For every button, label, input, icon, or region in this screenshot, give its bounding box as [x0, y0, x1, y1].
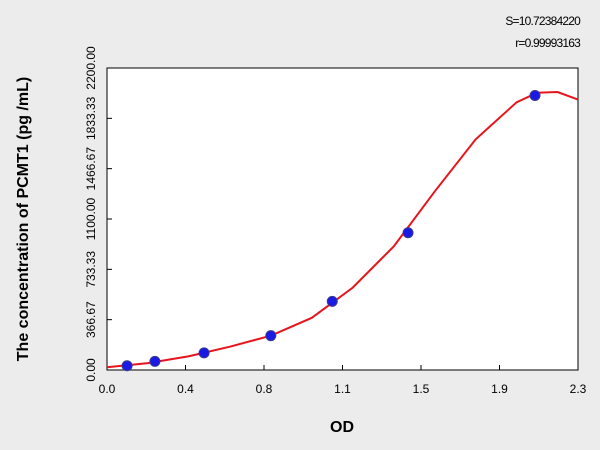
y-axis-title: The concentration of PCMT1 (pg /mL) [15, 77, 32, 361]
annotation: r=0.99993163 [515, 36, 581, 50]
data-point [402, 227, 414, 239]
data-point [326, 295, 338, 307]
x-tick-label: 0.8 [256, 382, 273, 396]
y-tick-label: 733.33 [84, 251, 98, 288]
y-tick-label: 2200.00 [84, 46, 98, 90]
y-tick-label: 0.00 [84, 358, 98, 382]
data-point [529, 89, 541, 101]
y-tick-label: 366.67 [84, 301, 98, 338]
x-tick-label: 0.4 [177, 382, 194, 396]
plot-area [106, 67, 579, 371]
x-tick-label: 0.0 [99, 382, 116, 396]
y-tick-label: 1466.67 [84, 147, 98, 191]
x-tick-label: 1.5 [413, 382, 430, 396]
x-tick-label: 1.1 [334, 382, 351, 396]
x-axis-title: OD [330, 419, 354, 436]
annotation: S=10.72384220 [505, 14, 581, 28]
data-point [265, 330, 277, 342]
data-point [121, 360, 133, 372]
y-tick-label: 1833.33 [84, 96, 98, 140]
data-point [198, 347, 210, 359]
x-tick-label: 1.9 [491, 382, 508, 396]
x-tick-label: 2.3 [570, 382, 587, 396]
data-point [149, 355, 161, 367]
y-tick-label: 1100.00 [84, 197, 98, 240]
